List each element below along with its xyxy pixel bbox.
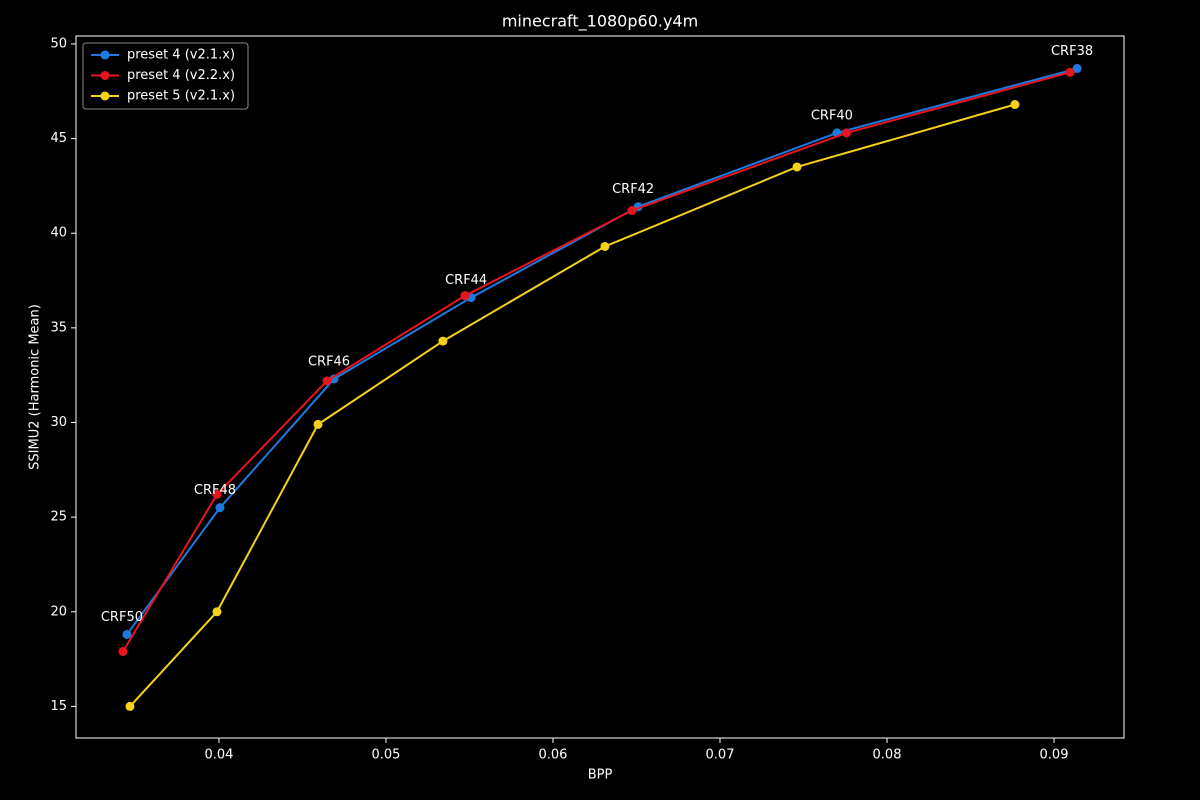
legend-label: preset 4 (v2.1.x): [127, 48, 235, 63]
x-tick-label: 0.05: [371, 748, 400, 763]
legend-marker: [100, 71, 110, 80]
y-tick-label: 50: [50, 36, 67, 51]
annotation: CRF44: [445, 273, 487, 288]
x-tick-label: 0.07: [706, 748, 735, 763]
point: [212, 607, 222, 617]
legend-marker: [100, 91, 110, 101]
point: [313, 419, 323, 429]
chart-title: minecraft_1080p60.y4m: [502, 12, 698, 32]
annotation: CRF42: [612, 182, 654, 197]
point: [600, 241, 610, 251]
y-tick-label: 35: [50, 320, 67, 335]
annotation: CRF50: [101, 610, 143, 625]
point: [1010, 100, 1020, 110]
plot-frame: [75, 35, 1125, 739]
y-tick-label: 15: [50, 699, 67, 714]
point: [322, 376, 332, 386]
point: [842, 128, 852, 138]
y-tick-label: 45: [50, 131, 67, 146]
legend-label: preset 4 (v2.2.x): [127, 68, 235, 83]
point: [627, 206, 637, 216]
legend-label: preset 5 (v2.1.x): [127, 89, 235, 104]
x-tick-label: 0.06: [539, 748, 568, 763]
y-tick-label: 25: [50, 510, 67, 525]
y-tick-label: 20: [50, 604, 67, 619]
point: [212, 489, 222, 499]
point: [215, 503, 225, 513]
annotation: CRF48: [194, 483, 236, 498]
annotation: CRF40: [811, 108, 853, 123]
point: [1072, 64, 1082, 74]
x-tick-label: 0.09: [1040, 748, 1069, 763]
point: [329, 374, 339, 384]
y-tick-label: 40: [50, 226, 67, 241]
y-tick-label: 30: [50, 415, 67, 430]
annotation: CRF46: [308, 354, 350, 369]
x-tick-label: 0.08: [873, 748, 902, 763]
x-axis-label: BPP: [588, 768, 613, 783]
point: [438, 336, 448, 346]
point: [118, 647, 128, 657]
point: [460, 291, 470, 301]
point: [122, 629, 132, 639]
legend-box: [82, 42, 249, 110]
point: [1065, 67, 1075, 77]
point: [125, 701, 135, 711]
point: [792, 162, 802, 172]
y-axis-label: SSIMU2 (Harmonic Mean): [28, 304, 43, 470]
x-tick-label: 0.04: [204, 748, 233, 763]
legend-marker: [100, 50, 110, 60]
annotation: CRF38: [1051, 44, 1093, 59]
